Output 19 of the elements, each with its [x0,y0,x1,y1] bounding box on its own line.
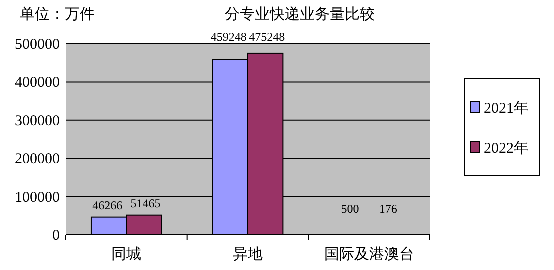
y-tick-label: 100000 [15,190,60,206]
x-tick-label: 同城 [112,246,142,263]
y-tick-label: 400000 [15,75,60,92]
y-tick-label: 200000 [15,152,60,168]
y-tick-label: 500000 [15,37,60,53]
x-tick-label: 国际及港澳台 [324,246,414,263]
x-tick-label: 异地 [233,246,263,263]
data-label: 46266 [92,198,123,212]
data-label: 500 [341,202,360,216]
y-tick-label: 300000 [15,113,60,130]
chart-title: 分专业快递业务量比较 [225,6,375,23]
y-tick-label: 0 [52,228,60,244]
text: 单位：万件 [20,6,95,23]
data-label: 459248 [210,30,247,44]
legend-label: 2021年 [484,100,529,117]
data-label: 176 [379,202,398,216]
data-label: 475248 [249,30,286,44]
legend-label: 2022年 [484,140,529,157]
data-label: 51465 [130,196,161,210]
